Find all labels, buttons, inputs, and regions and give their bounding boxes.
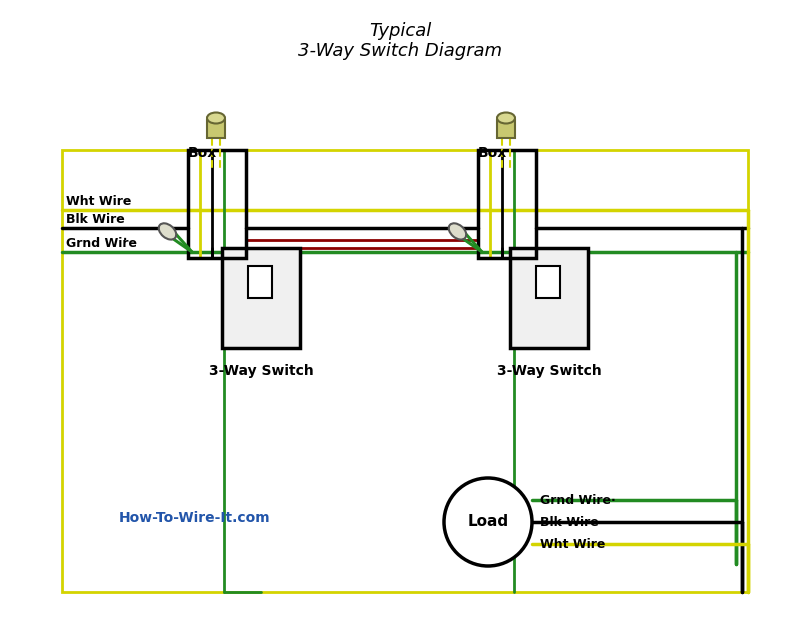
Text: Blk Wire: Blk Wire — [66, 213, 125, 226]
Bar — [222, 248, 300, 348]
Text: Grnd Wire: Grnd Wire — [66, 237, 137, 250]
Bar — [248, 266, 272, 298]
Ellipse shape — [449, 223, 466, 240]
Bar — [510, 248, 588, 348]
Ellipse shape — [497, 112, 515, 124]
Bar — [478, 150, 536, 258]
Bar — [62, 150, 748, 592]
Ellipse shape — [207, 112, 225, 124]
Text: ·: · — [122, 231, 128, 250]
Bar — [497, 120, 515, 138]
Circle shape — [444, 478, 532, 566]
Text: Blk Wire: Blk Wire — [540, 515, 598, 529]
Text: 3-Way Switch Diagram: 3-Way Switch Diagram — [298, 42, 502, 60]
Text: Typical: Typical — [369, 22, 431, 40]
Text: Load: Load — [467, 515, 509, 529]
Text: How-To-Wire-It.com: How-To-Wire-It.com — [119, 511, 271, 525]
Text: Box: Box — [478, 146, 507, 160]
Bar — [536, 266, 560, 298]
Ellipse shape — [158, 223, 176, 240]
Text: Box: Box — [188, 146, 218, 160]
Text: Wht Wire: Wht Wire — [66, 195, 131, 208]
Text: 3-Way Switch: 3-Way Switch — [209, 364, 314, 378]
Bar — [207, 120, 225, 138]
Bar — [188, 150, 246, 258]
Text: Grnd Wire·: Grnd Wire· — [540, 493, 616, 507]
Text: Wht Wire: Wht Wire — [540, 538, 606, 550]
Text: 3-Way Switch: 3-Way Switch — [497, 364, 602, 378]
